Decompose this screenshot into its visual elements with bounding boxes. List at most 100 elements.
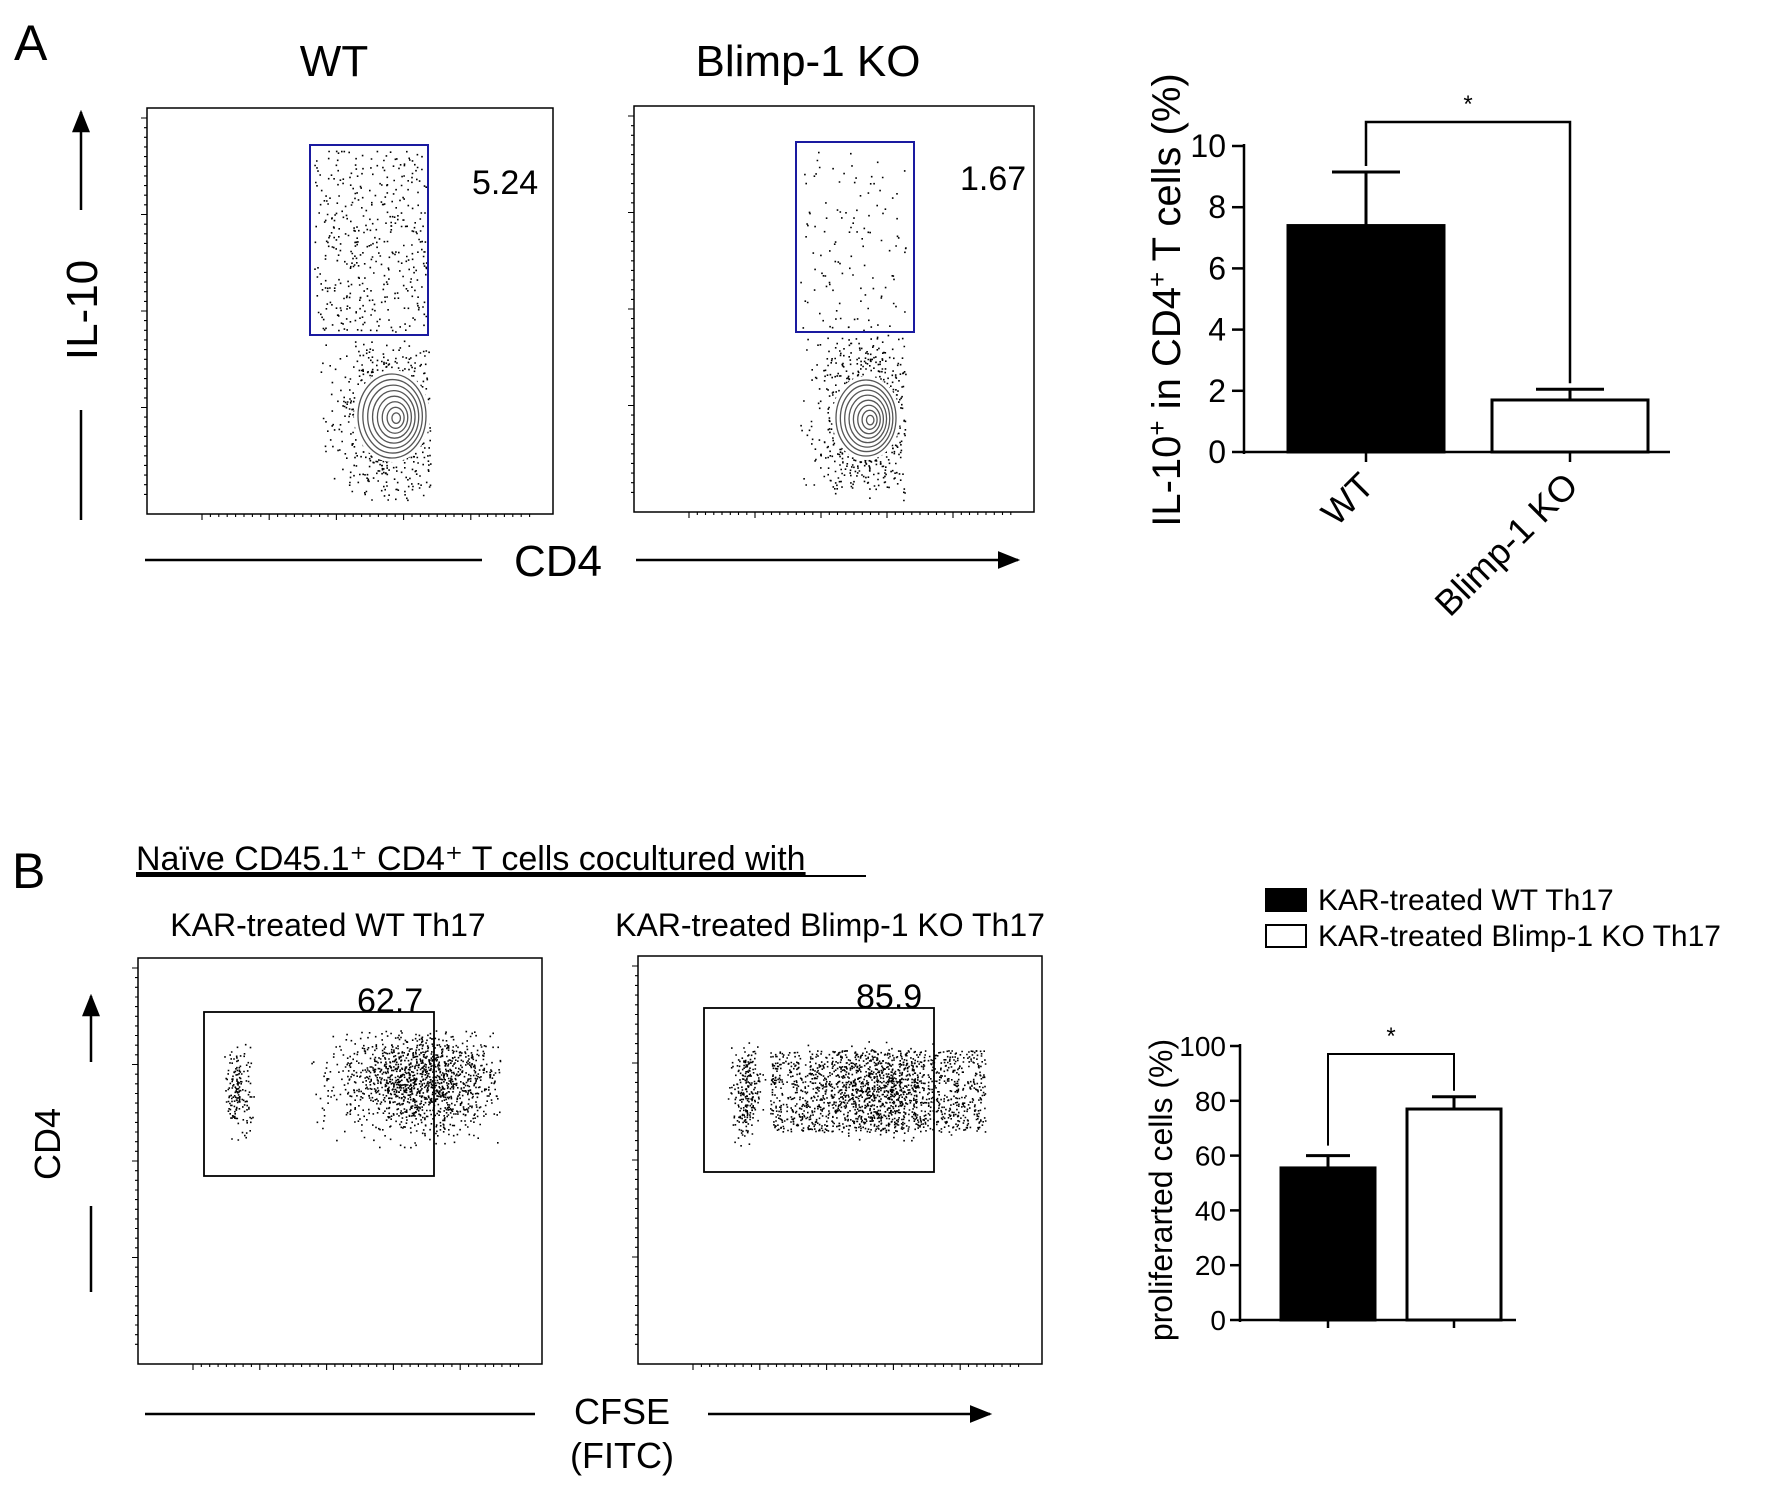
bar [1286, 224, 1446, 454]
dot-cloud [314, 150, 432, 502]
gate-percent-b-wt: 62.7 [357, 982, 423, 1020]
gate-rectangle [795, 141, 915, 333]
flow-plot-b-ko [632, 955, 1043, 1370]
plot-frame [137, 957, 543, 1365]
y-axis-label: proliferarted cells (%) [1143, 1039, 1179, 1341]
tick-marks [628, 115, 1012, 518]
gate-rectangle [309, 144, 429, 336]
contour-line [844, 389, 891, 448]
dot-cloud [727, 1041, 987, 1147]
axis-ticks [132, 967, 520, 1370]
y-axis-label-part: + [1142, 420, 1172, 435]
y-axis-label-part: T cells (%) [1145, 73, 1189, 272]
contour-line [376, 395, 413, 439]
y-tick-label: 0 [1208, 434, 1226, 470]
gate-rectangle [703, 1007, 935, 1173]
y-tick-label: 100 [1179, 1031, 1226, 1062]
y-tick-label: 20 [1195, 1250, 1226, 1281]
y-tick-label: 40 [1195, 1195, 1226, 1226]
bar [1405, 1107, 1503, 1322]
contour-line [362, 378, 424, 454]
axis-ticks [628, 115, 1012, 518]
x-axis-label-cfse: CFSE [574, 1391, 670, 1432]
contour-line [391, 412, 402, 425]
contour-line [381, 401, 409, 434]
y-axis-label-part: in CD4 [1145, 287, 1189, 420]
contour-line [861, 409, 878, 430]
panel-b-letter: B [12, 843, 45, 899]
significance-star: * [1386, 1023, 1395, 1050]
scatter-dots [800, 151, 907, 332]
y-axis-label-part: + [1142, 272, 1172, 287]
legend-swatch-wt [1265, 888, 1307, 912]
y-label-bg [62, 210, 102, 410]
bar-chart-b: 0 20 40 60 80 100 * proliferarted cells (%) [1143, 1023, 1516, 1341]
panel-b-title-ko: KAR-treated Blimp-1 KO Th17 [615, 907, 1045, 943]
panel-a-title-ko: Blimp-1 KO [696, 37, 921, 86]
gate-percent-a-wt: 5.24 [472, 164, 538, 202]
scatter-dots [320, 340, 432, 502]
contour-line [848, 394, 888, 444]
contour-line [371, 389, 416, 444]
flow-plot-b-wt [132, 957, 543, 1370]
scatter-dots [224, 1043, 255, 1141]
gate-rectangle [203, 1011, 435, 1177]
y-axis-label: IL-10+ in CD4+ T cells (%) [1142, 73, 1189, 527]
flow-plot-a-ko [628, 105, 1035, 518]
contour-line [852, 399, 885, 439]
scatter-dots [314, 150, 428, 333]
panel-a-title-wt: WT [300, 37, 368, 86]
axis-ticks [632, 965, 1020, 1370]
significance-star: * [1463, 91, 1472, 118]
y-tick-label: 80 [1195, 1086, 1226, 1117]
y-axis-label-part: IL-10 [1145, 436, 1189, 527]
contour-line [386, 406, 405, 429]
bar [1279, 1166, 1377, 1322]
contour-line [839, 384, 894, 453]
legend-label-wt: KAR-treated WT Th17 [1318, 884, 1614, 917]
legend-swatch-ko [1265, 924, 1307, 948]
y-tick-label: 10 [1190, 128, 1226, 164]
y-axis-label-cd4: CD4 [27, 1108, 68, 1180]
significance-bracket [1364, 120, 1572, 384]
tick-marks [632, 965, 1020, 1370]
flow-plot-a-wt [141, 107, 554, 520]
y-tick-label: 60 [1195, 1141, 1226, 1172]
contour-line [857, 404, 881, 435]
gate-percent-b-ko: 85.9 [856, 978, 922, 1016]
contour-line [367, 384, 420, 449]
scatter-dots [727, 1042, 767, 1147]
y-tick-label: 8 [1208, 189, 1226, 225]
gate-percent-a-ko: 1.67 [960, 160, 1026, 198]
x-axis-label-cd4: CD4 [514, 537, 602, 586]
y-tick-label: 2 [1208, 373, 1226, 409]
y-tick-label: 4 [1208, 312, 1226, 348]
contour-lines [832, 376, 900, 460]
tick-marks [132, 967, 520, 1370]
x-tick-label: Blimp-1 KO [1427, 465, 1586, 624]
axis-ticks [141, 117, 531, 520]
contour-line [835, 379, 897, 457]
panel-b-title-wt: KAR-treated WT Th17 [170, 907, 485, 943]
contour-line [357, 373, 427, 459]
contour-line [865, 414, 875, 426]
y-axis-label-il10: IL-10 [58, 260, 107, 360]
y-tick-label: 0 [1210, 1305, 1226, 1336]
panel-b-heading: Naïve CD45.1⁺ CD4⁺ T cells cocultured wi… [136, 840, 806, 878]
x-axis-label-fitc: (FITC) [570, 1435, 674, 1476]
contour-lines [354, 370, 430, 462]
dot-cloud [224, 1030, 502, 1149]
x-tick-label: WT [1313, 465, 1382, 534]
plot-frame [637, 955, 1043, 1365]
panel-a-letter: A [14, 15, 48, 71]
scatter-dots [311, 1030, 502, 1149]
tick-marks [141, 117, 531, 520]
legend-label-ko: KAR-treated Blimp-1 KO Th17 [1318, 920, 1721, 953]
significance-bracket [1327, 1053, 1455, 1146]
scatter-dots [770, 1050, 987, 1134]
bar [1490, 398, 1650, 454]
legend-b: KAR-treated WT Th17 KAR-treated Blimp-1 … [1265, 884, 1721, 953]
y-tick-label: 6 [1208, 250, 1226, 286]
